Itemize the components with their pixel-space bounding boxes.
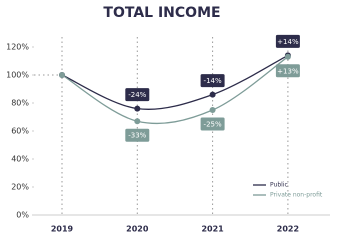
change-label: +14% bbox=[277, 38, 299, 46]
x-tick-label: 2019 bbox=[51, 225, 74, 234]
change-label: -33% bbox=[128, 132, 146, 140]
change-box bbox=[125, 128, 150, 142]
series-line bbox=[61, 56, 289, 125]
y-tick-label: 80% bbox=[11, 99, 29, 108]
y-tick-label: 100% bbox=[6, 71, 29, 80]
change-label: -14% bbox=[204, 77, 222, 85]
change-box bbox=[275, 34, 300, 48]
change-box bbox=[200, 117, 225, 131]
point bbox=[284, 53, 291, 60]
y-tick-label: 20% bbox=[11, 183, 29, 192]
series-line bbox=[61, 54, 289, 110]
y-tick-label: 40% bbox=[11, 155, 29, 164]
change-label: -24% bbox=[128, 91, 146, 99]
y-tick-label: 120% bbox=[6, 43, 29, 52]
change-box bbox=[200, 74, 225, 88]
x-tick-label: 2020 bbox=[126, 225, 149, 234]
point bbox=[59, 72, 65, 78]
change-label: -25% bbox=[204, 121, 222, 129]
y-tick-label: 0% bbox=[16, 211, 29, 220]
point bbox=[134, 118, 141, 125]
point bbox=[209, 107, 216, 113]
change-label: +13% bbox=[277, 67, 299, 75]
change-box bbox=[275, 64, 300, 78]
change-box bbox=[125, 88, 150, 102]
legend-label: Private non-profit bbox=[270, 192, 323, 199]
x-tick-label: 2022 bbox=[277, 225, 299, 234]
point bbox=[134, 105, 141, 112]
y-tick-label: 60% bbox=[11, 127, 29, 136]
legend-label: Public bbox=[270, 182, 288, 189]
x-tick-label: 2021 bbox=[201, 225, 224, 234]
point bbox=[209, 91, 216, 98]
chart-title: TOTAL INCOME bbox=[103, 5, 220, 21]
